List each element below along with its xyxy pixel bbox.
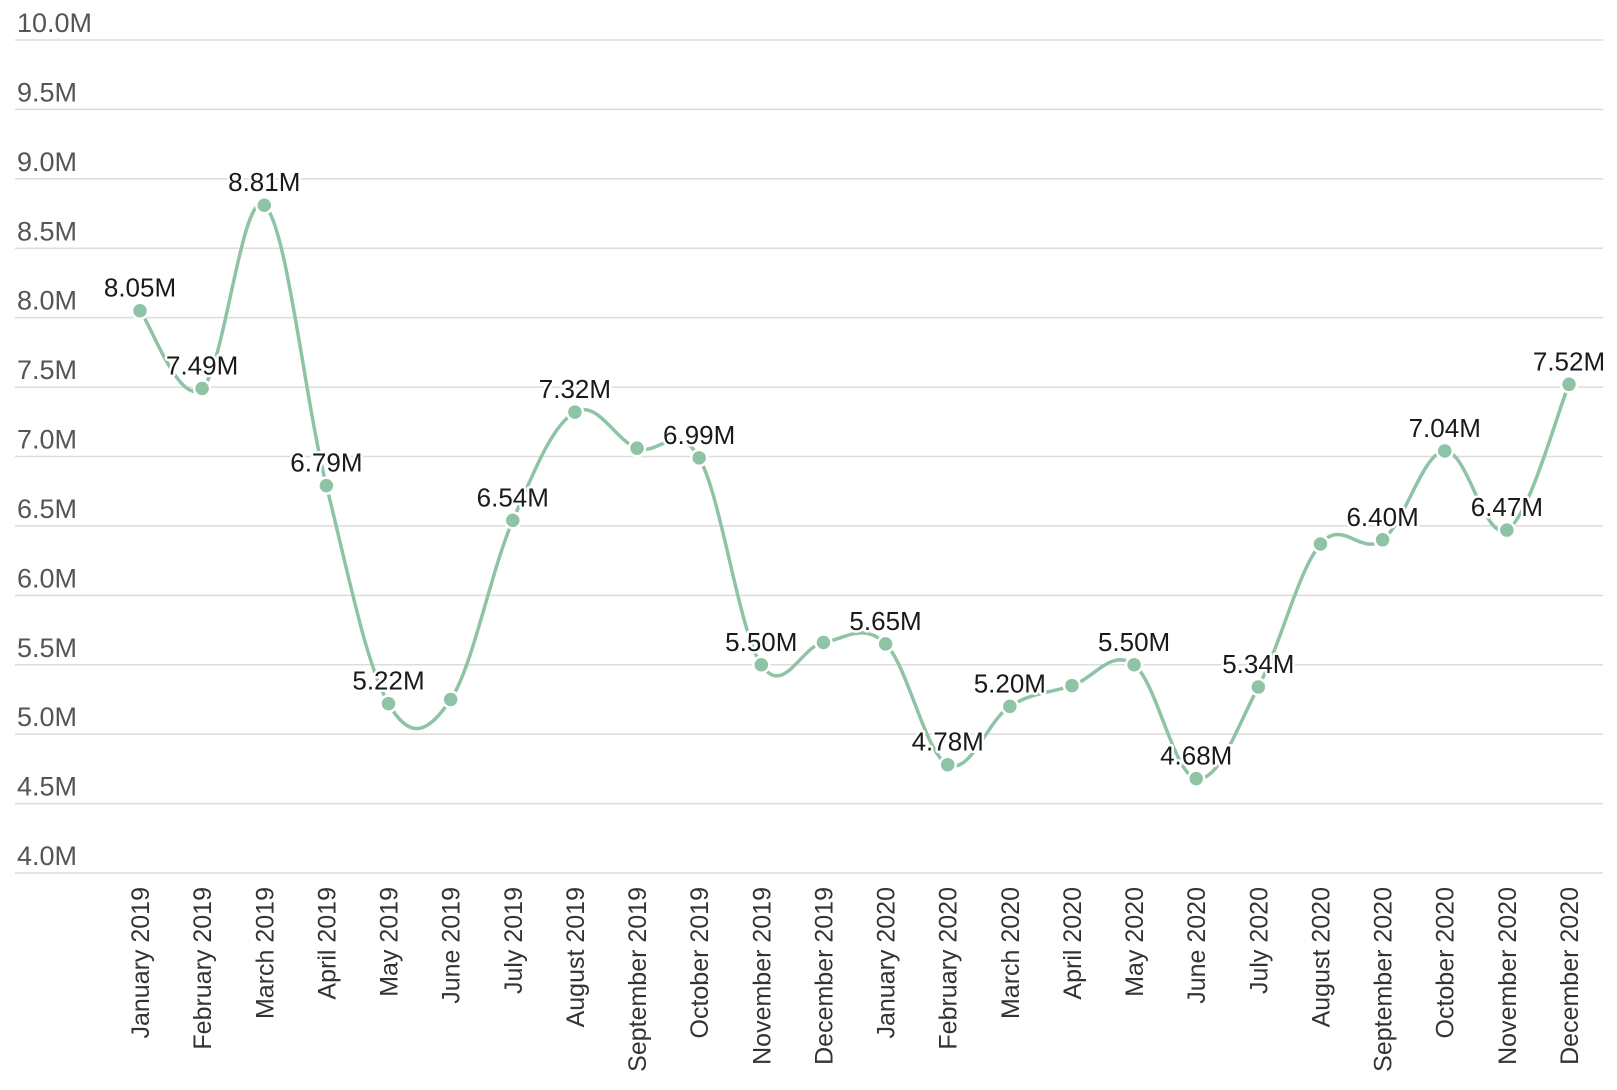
data-label: 5.20M (974, 668, 1046, 698)
x-tick-label: October 2019 (686, 887, 714, 1039)
y-tick-label: 6.0M (17, 563, 77, 593)
y-axis-tick-labels: 4.0M 4.5M 5.0M 5.5M 6.0M 6.5M 7.0M 7.5M 8.0M 8.5M… (17, 8, 92, 871)
data-point (1249, 677, 1268, 697)
x-tick-label: May 2020 (1121, 887, 1149, 997)
y-tick-label: 7.0M (17, 425, 77, 455)
x-tick-label: June 2020 (1183, 887, 1211, 1004)
data-points (130, 195, 1579, 788)
x-tick-label: December 2020 (1556, 887, 1584, 1065)
data-point (441, 690, 460, 709)
data-label: 6.99M (663, 420, 735, 450)
y-tick-label: 4.5M (17, 772, 77, 802)
x-tick-label: January 2020 (873, 887, 901, 1039)
data-point (503, 511, 523, 530)
data-label: 6.47M (1471, 492, 1543, 522)
data-label: 7.32M (539, 374, 611, 404)
data-label: 5.34M (1222, 649, 1294, 679)
x-tick-label: August 2020 (1307, 887, 1335, 1027)
x-tick-label: April 2019 (313, 887, 341, 1000)
y-tick-label: 7.5M (17, 355, 77, 385)
data-point (255, 195, 274, 215)
data-point (876, 634, 895, 654)
y-tick-label: 8.5M (17, 216, 77, 246)
data-point (752, 655, 771, 674)
x-tick-label: February 2020 (935, 887, 963, 1050)
x-tick-label: June 2019 (438, 887, 466, 1004)
y-tick-label: 5.5M (17, 633, 77, 663)
x-tick-label: July 2019 (500, 887, 528, 994)
gridlines (15, 39, 1603, 874)
y-tick-label: 9.5M (17, 77, 77, 107)
data-point (1435, 441, 1454, 461)
data-label: 6.40M (1346, 502, 1418, 532)
data-label: 5.22M (352, 666, 424, 696)
data-point (1000, 697, 1020, 716)
data-label: 5.50M (725, 627, 797, 657)
data-label: 8.05M (104, 273, 176, 303)
x-tick-label: September 2020 (1370, 887, 1398, 1072)
data-point (1373, 530, 1392, 550)
data-label: 7.49M (166, 350, 238, 380)
x-tick-label: March 2020 (997, 887, 1025, 1019)
data-label: 8.81M (228, 167, 300, 197)
x-tick-label: November 2019 (748, 887, 776, 1065)
y-tick-label: 4.0M (17, 841, 77, 871)
data-point (192, 379, 212, 398)
x-tick-label: July 2020 (1245, 887, 1273, 994)
data-label: 4.78M (912, 727, 984, 757)
y-tick-label: 9.0M (17, 147, 77, 177)
data-point (1559, 375, 1579, 394)
data-point (627, 438, 647, 458)
data-point (379, 694, 398, 713)
y-tick-label: 6.5M (17, 494, 77, 524)
x-tick-label: January 2019 (127, 887, 155, 1039)
data-label: 7.52M (1533, 346, 1605, 376)
x-axis-tick-labels: January 2019 February 2019 March 2019 April… (127, 887, 1584, 1072)
y-tick-label: 8.0M (17, 286, 77, 316)
x-tick-label: March 2019 (251, 887, 279, 1019)
data-point (565, 402, 585, 422)
data-point (317, 476, 336, 495)
y-tick-label: 5.0M (17, 702, 77, 732)
data-point (1062, 676, 1082, 695)
x-tick-label: May 2019 (376, 887, 404, 997)
data-point (689, 448, 709, 468)
data-point (814, 633, 833, 652)
data-label: 7.04M (1409, 413, 1481, 443)
y-tick-label: 10.0M (17, 8, 92, 38)
data-label: 4.68M (1160, 741, 1232, 771)
data-point (1124, 655, 1144, 674)
data-point (1497, 520, 1517, 540)
x-tick-label: November 2020 (1494, 887, 1522, 1065)
data-label: 5.50M (1098, 627, 1170, 657)
data-point (938, 755, 957, 774)
x-tick-label: August 2019 (562, 887, 590, 1027)
x-tick-label: February 2019 (189, 887, 217, 1050)
data-point (1186, 769, 1206, 788)
data-label: 5.65M (849, 606, 921, 636)
data-point (1311, 534, 1330, 554)
x-tick-label: April 2020 (1059, 887, 1087, 1000)
data-label: 6.79M (290, 448, 362, 478)
x-tick-label: October 2020 (1432, 887, 1460, 1039)
x-tick-label: December 2019 (810, 887, 838, 1065)
data-labels: 8.05M 7.49M 8.81M 6.79M 5.22M 6.54M 7.32M 6.99M… (101, 165, 1607, 773)
data-point (130, 301, 150, 320)
x-tick-label: September 2019 (624, 887, 652, 1072)
data-label: 6.54M (477, 482, 549, 512)
